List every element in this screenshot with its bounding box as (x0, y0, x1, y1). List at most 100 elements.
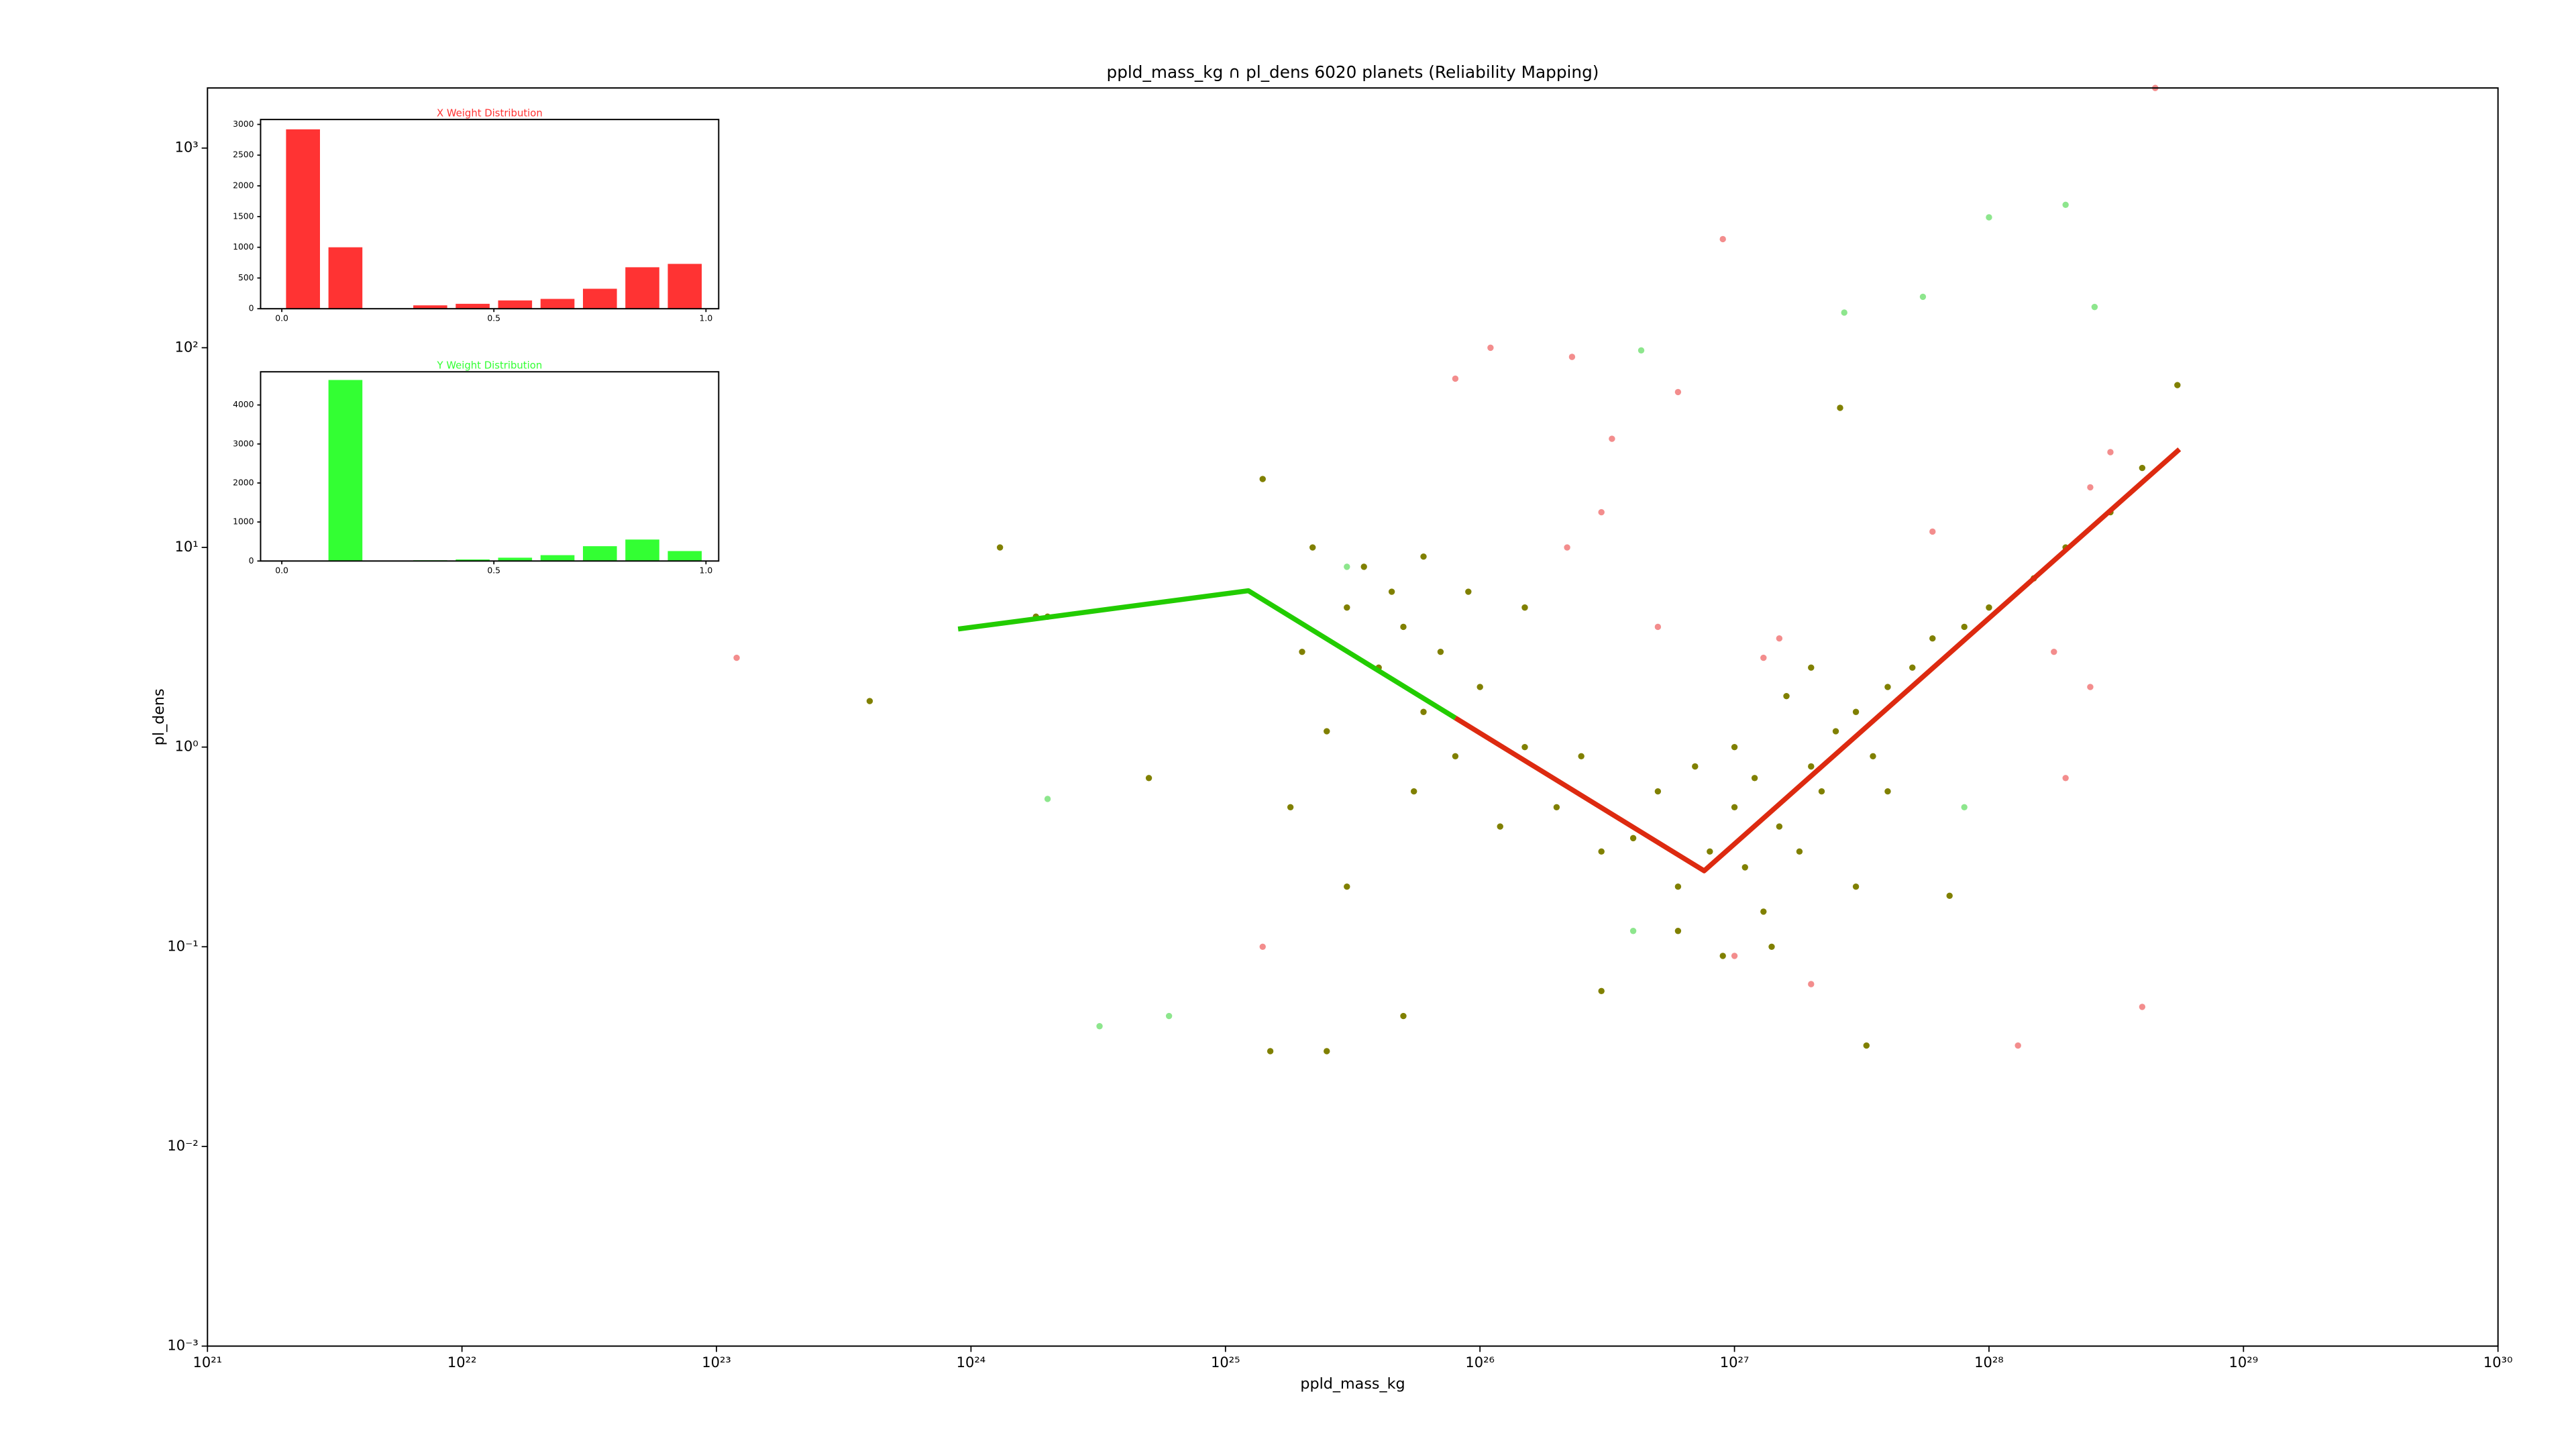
point (1145, 775, 1152, 782)
point (2107, 449, 2114, 455)
point (1929, 635, 1936, 642)
point (1497, 823, 1503, 830)
point (1986, 604, 1992, 611)
point (1259, 476, 1266, 482)
point (1344, 604, 1350, 611)
y-tick-label: 10¹ (174, 538, 198, 555)
point (1808, 664, 1815, 671)
point (866, 698, 873, 704)
point (1553, 804, 1560, 810)
inset-title: Y Weight Distribution (437, 360, 543, 372)
x-tick-label: 0.5 (487, 314, 500, 323)
histogram-bar (498, 557, 533, 561)
point (1674, 928, 1682, 934)
point (1629, 928, 1637, 934)
point (1344, 564, 1350, 570)
point (1808, 763, 1815, 770)
point (996, 544, 1004, 551)
histogram-bar (583, 546, 617, 561)
point (1986, 214, 1992, 221)
point (1731, 743, 1738, 751)
histogram-bar (667, 551, 702, 561)
point (1578, 753, 1585, 759)
x-tick-label: 0.0 (275, 566, 288, 576)
point (1521, 743, 1528, 751)
point (1388, 588, 1395, 595)
point (2139, 464, 2146, 472)
x-tick-label: 10²² (447, 1354, 477, 1371)
point (1360, 564, 1367, 570)
y-tick-label: 10⁰ (174, 738, 198, 755)
y-tick-label: 10⁻³ (167, 1337, 198, 1354)
histogram-bar (540, 555, 575, 561)
point (1299, 648, 1305, 655)
point (1852, 883, 1860, 890)
point (1841, 309, 1847, 316)
point (1783, 692, 1790, 700)
point (1044, 796, 1051, 802)
point (1707, 848, 1713, 855)
axes-frame (260, 119, 720, 310)
x-tick-label: 0.5 (487, 566, 500, 576)
point (1654, 623, 1662, 631)
inset-title: X Weight Distribution (437, 107, 543, 119)
point (1654, 788, 1662, 795)
y-tick-label: 2000 (233, 181, 254, 191)
point (1452, 375, 1459, 382)
point (1638, 347, 1645, 354)
x-tick-label: 10²¹ (193, 1354, 222, 1371)
point (1598, 508, 1605, 516)
point (1796, 848, 1803, 855)
point (1674, 388, 1682, 396)
point (1267, 1048, 1274, 1055)
x-tick-label: 10²³ (702, 1354, 731, 1371)
point (1731, 804, 1738, 810)
point (1324, 1048, 1330, 1055)
point (1884, 684, 1891, 690)
point (1909, 664, 1916, 671)
x-tick-label: 10²⁷ (1720, 1354, 1750, 1371)
point (2062, 775, 2069, 782)
point (2139, 1004, 2146, 1010)
point (1344, 883, 1350, 890)
point (1818, 788, 1825, 795)
y-tick-label: 500 (238, 273, 254, 282)
point (1674, 883, 1682, 890)
point (1961, 623, 1968, 631)
x-tick-label: 10²⁵ (1211, 1354, 1240, 1371)
point (2087, 684, 2094, 690)
point (1564, 544, 1570, 551)
point (1808, 981, 1815, 987)
y-tick-label: 3000 (233, 119, 254, 129)
point (2062, 201, 2069, 208)
histogram-bar (498, 300, 533, 309)
point (1521, 604, 1528, 611)
y-axis-label: pl_dens (150, 688, 168, 745)
point (1324, 728, 1330, 735)
y-tick-label: 1500 (233, 211, 254, 221)
point (1884, 788, 1891, 795)
point (1420, 708, 1427, 715)
point (1852, 708, 1860, 715)
point (1837, 405, 1843, 411)
x-tick-label: 10²⁴ (957, 1354, 986, 1371)
x-tick-label: 10³⁰ (2483, 1354, 2513, 1371)
point (2015, 1042, 2021, 1049)
point (1437, 648, 1444, 655)
point (1719, 235, 1726, 243)
histogram-bar (413, 305, 447, 309)
point (1832, 728, 1839, 735)
point (1287, 804, 1294, 810)
y-tick-label: 3000 (233, 439, 254, 448)
point (2051, 648, 2057, 655)
histogram-bar (625, 267, 659, 309)
histogram-bar (455, 303, 490, 309)
point (1568, 354, 1576, 360)
y-tick-label: 10² (174, 338, 198, 355)
fit-line (1454, 447, 2182, 873)
histogram-bar (583, 288, 617, 309)
point (1776, 635, 1783, 642)
x-tick-label: 10²⁹ (2229, 1354, 2259, 1371)
point (2174, 382, 2181, 388)
